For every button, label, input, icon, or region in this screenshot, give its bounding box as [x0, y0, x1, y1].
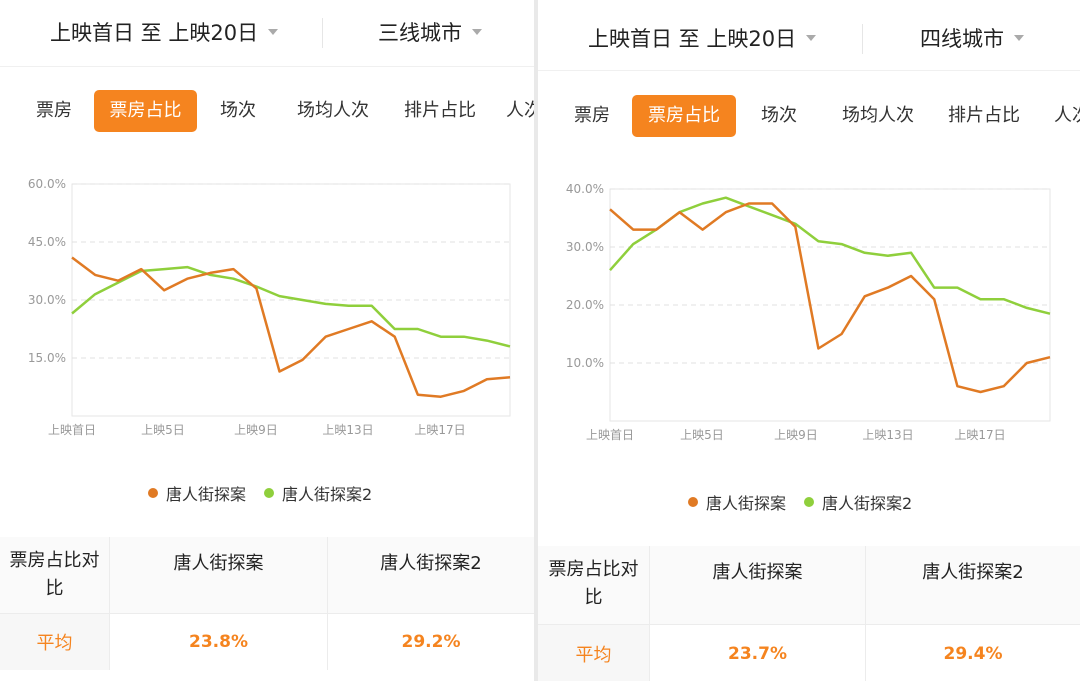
tab-avg-attendance[interactable]: 场均人次: [297, 100, 369, 121]
divider: [322, 18, 323, 48]
series-line-2: [71, 265, 511, 348]
tab-screenings[interactable]: 场次: [761, 105, 797, 126]
chevron-down-icon: [806, 35, 817, 41]
x-tick-label: 上映首日: [586, 428, 634, 442]
table-header-row: 票房占比对比 唐人街探案 唐人街探案2: [538, 546, 1080, 624]
tab-screenings[interactable]: 场次: [220, 100, 256, 121]
y-tick-label: 30.0%: [566, 240, 604, 254]
legend-item-series1[interactable]: 唐人街探案: [688, 490, 786, 514]
box-office-share-chart: 40.0% 30.0% 20.0% 10.0% 上映首日 上映5日 上映9日 上映13日 上映1…: [566, 182, 1051, 442]
y-tick-label: 60.0%: [28, 177, 66, 191]
city-tier-label: 四线城市: [920, 27, 1004, 51]
tab-avg-attendance[interactable]: 场均人次: [842, 105, 914, 126]
legend-label: 唐人街探案2: [822, 494, 913, 513]
tab-admissions[interactable]: 人次: [1054, 105, 1080, 126]
x-tick-label: 上映13日: [322, 423, 373, 437]
legend-label: 唐人街探案: [706, 494, 787, 513]
right-panel: 上映首日 至 上映20日 四线城市 票房 票房占比 场次 场均人次 排片占比 人…: [538, 0, 1080, 681]
divider: [862, 24, 863, 54]
date-range-select[interactable]: 上映首日 至 上映20日: [50, 17, 279, 47]
x-tick-label: 上映9日: [234, 423, 278, 437]
x-tick-label: 上映5日: [680, 428, 724, 442]
city-tier-label: 三线城市: [378, 21, 462, 45]
row-value: 29.4%: [943, 643, 1003, 664]
x-tick-label: 上映9日: [774, 428, 818, 442]
left-panel: 上映首日 至 上映20日 三线城市 票房 票房占比 场次 场均人次 排片占比 人…: [0, 0, 534, 681]
tab-admissions[interactable]: 人次: [506, 100, 534, 121]
tab-box-office[interactable]: 票房: [36, 100, 72, 121]
x-tick-label: 上映首日: [48, 423, 96, 437]
tab-box-office-share[interactable]: 票房占比: [632, 95, 736, 137]
series1-dot-icon: [688, 497, 698, 507]
panel-separator: [534, 0, 538, 681]
legend-item-series2[interactable]: 唐人街探案2: [264, 481, 372, 505]
x-tick-label: 上映5日: [141, 423, 185, 437]
table-header-metric: 票房占比对比: [0, 537, 110, 613]
y-tick-label: 20.0%: [566, 298, 604, 312]
table-header-col1: 唐人街探案: [110, 537, 328, 613]
y-tick-label: 15.0%: [28, 351, 66, 365]
legend-item-series1[interactable]: 唐人街探案: [148, 481, 246, 505]
tab-box-office[interactable]: 票房: [574, 105, 610, 126]
row-label-average: 平均: [538, 625, 650, 681]
row-value: 23.8%: [110, 614, 328, 670]
table-header-col2: 唐人街探案2: [328, 537, 534, 613]
legend-label: 唐人街探案: [166, 485, 247, 504]
series1-dot-icon: [148, 488, 158, 498]
row-value: 29.2%: [401, 632, 461, 652]
tab-screening-share[interactable]: 排片占比: [948, 105, 1020, 126]
tab-screening-share[interactable]: 排片占比: [404, 100, 476, 121]
date-range-label: 上映首日 至 上映20日: [50, 21, 259, 45]
city-tier-select[interactable]: 三线城市: [378, 17, 482, 47]
table-row: 平均 23.8% 29.2%: [0, 613, 534, 670]
series-line-1: [609, 202, 1051, 394]
filter-bar: 上映首日 至 上映20日 四线城市: [538, 4, 1080, 71]
tab-box-office-share[interactable]: 票房占比: [94, 90, 197, 132]
table-header-col2: 唐人街探案2: [866, 546, 1080, 624]
box-office-share-chart: 60.0% 45.0% 30.0% 15.0% 上映首日 上映5日 上映9日 上映13日 上映1…: [28, 177, 511, 437]
filter-bar: 上映首日 至 上映20日 三线城市: [0, 0, 534, 67]
x-tick-label: 上映13日: [862, 428, 913, 442]
table-header-row: 票房占比对比 唐人街探案 唐人街探案2: [0, 537, 534, 613]
chevron-down-icon: [472, 29, 482, 35]
y-tick-label: 45.0%: [28, 235, 66, 249]
series2-dot-icon: [804, 497, 815, 507]
row-value: 23.7%: [650, 625, 866, 681]
x-tick-label: 上映17日: [954, 428, 1005, 442]
y-tick-label: 40.0%: [566, 182, 604, 196]
chart-legend: 唐人街探案 唐人街探案2: [688, 490, 930, 514]
series-line-2: [609, 196, 1051, 315]
x-tick-label: 上映17日: [414, 423, 465, 437]
city-tier-select[interactable]: 四线城市: [920, 23, 1024, 53]
chart-legend: 唐人街探案 唐人街探案2: [148, 481, 390, 505]
table-header-metric: 票房占比对比: [538, 546, 650, 624]
legend-item-series2[interactable]: 唐人街探案2: [804, 490, 912, 514]
y-tick-label: 30.0%: [28, 293, 66, 307]
series-line-1: [71, 256, 511, 398]
metric-tabs: 票房 票房占比 场次 场均人次 排片占比 人次: [0, 90, 534, 150]
y-tick-label: 10.0%: [566, 356, 604, 370]
chevron-down-icon: [268, 29, 279, 35]
table-row: 平均 23.7% 29.4%: [538, 624, 1080, 681]
chevron-down-icon: [1014, 35, 1024, 41]
series2-dot-icon: [264, 488, 275, 498]
date-range-select[interactable]: 上映首日 至 上映20日: [588, 23, 817, 53]
date-range-label: 上映首日 至 上映20日: [588, 27, 797, 51]
row-label-average: 平均: [0, 614, 110, 670]
metric-tabs: 票房 票房占比 场次 场均人次 排片占比 人次: [538, 95, 1080, 155]
table-header-col1: 唐人街探案: [650, 546, 866, 624]
legend-label: 唐人街探案2: [282, 485, 373, 504]
